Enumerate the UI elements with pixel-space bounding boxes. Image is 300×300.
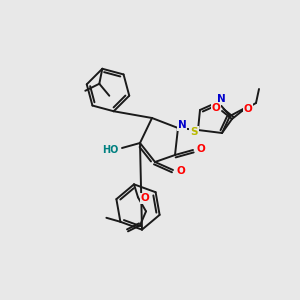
Text: S: S bbox=[190, 127, 198, 137]
Text: O: O bbox=[141, 193, 149, 203]
Text: O: O bbox=[212, 103, 220, 113]
Text: N: N bbox=[217, 94, 225, 104]
Text: O: O bbox=[244, 104, 252, 114]
Text: HO: HO bbox=[102, 145, 118, 155]
Text: N: N bbox=[178, 120, 186, 130]
Text: O: O bbox=[196, 144, 206, 154]
Text: O: O bbox=[177, 166, 185, 176]
